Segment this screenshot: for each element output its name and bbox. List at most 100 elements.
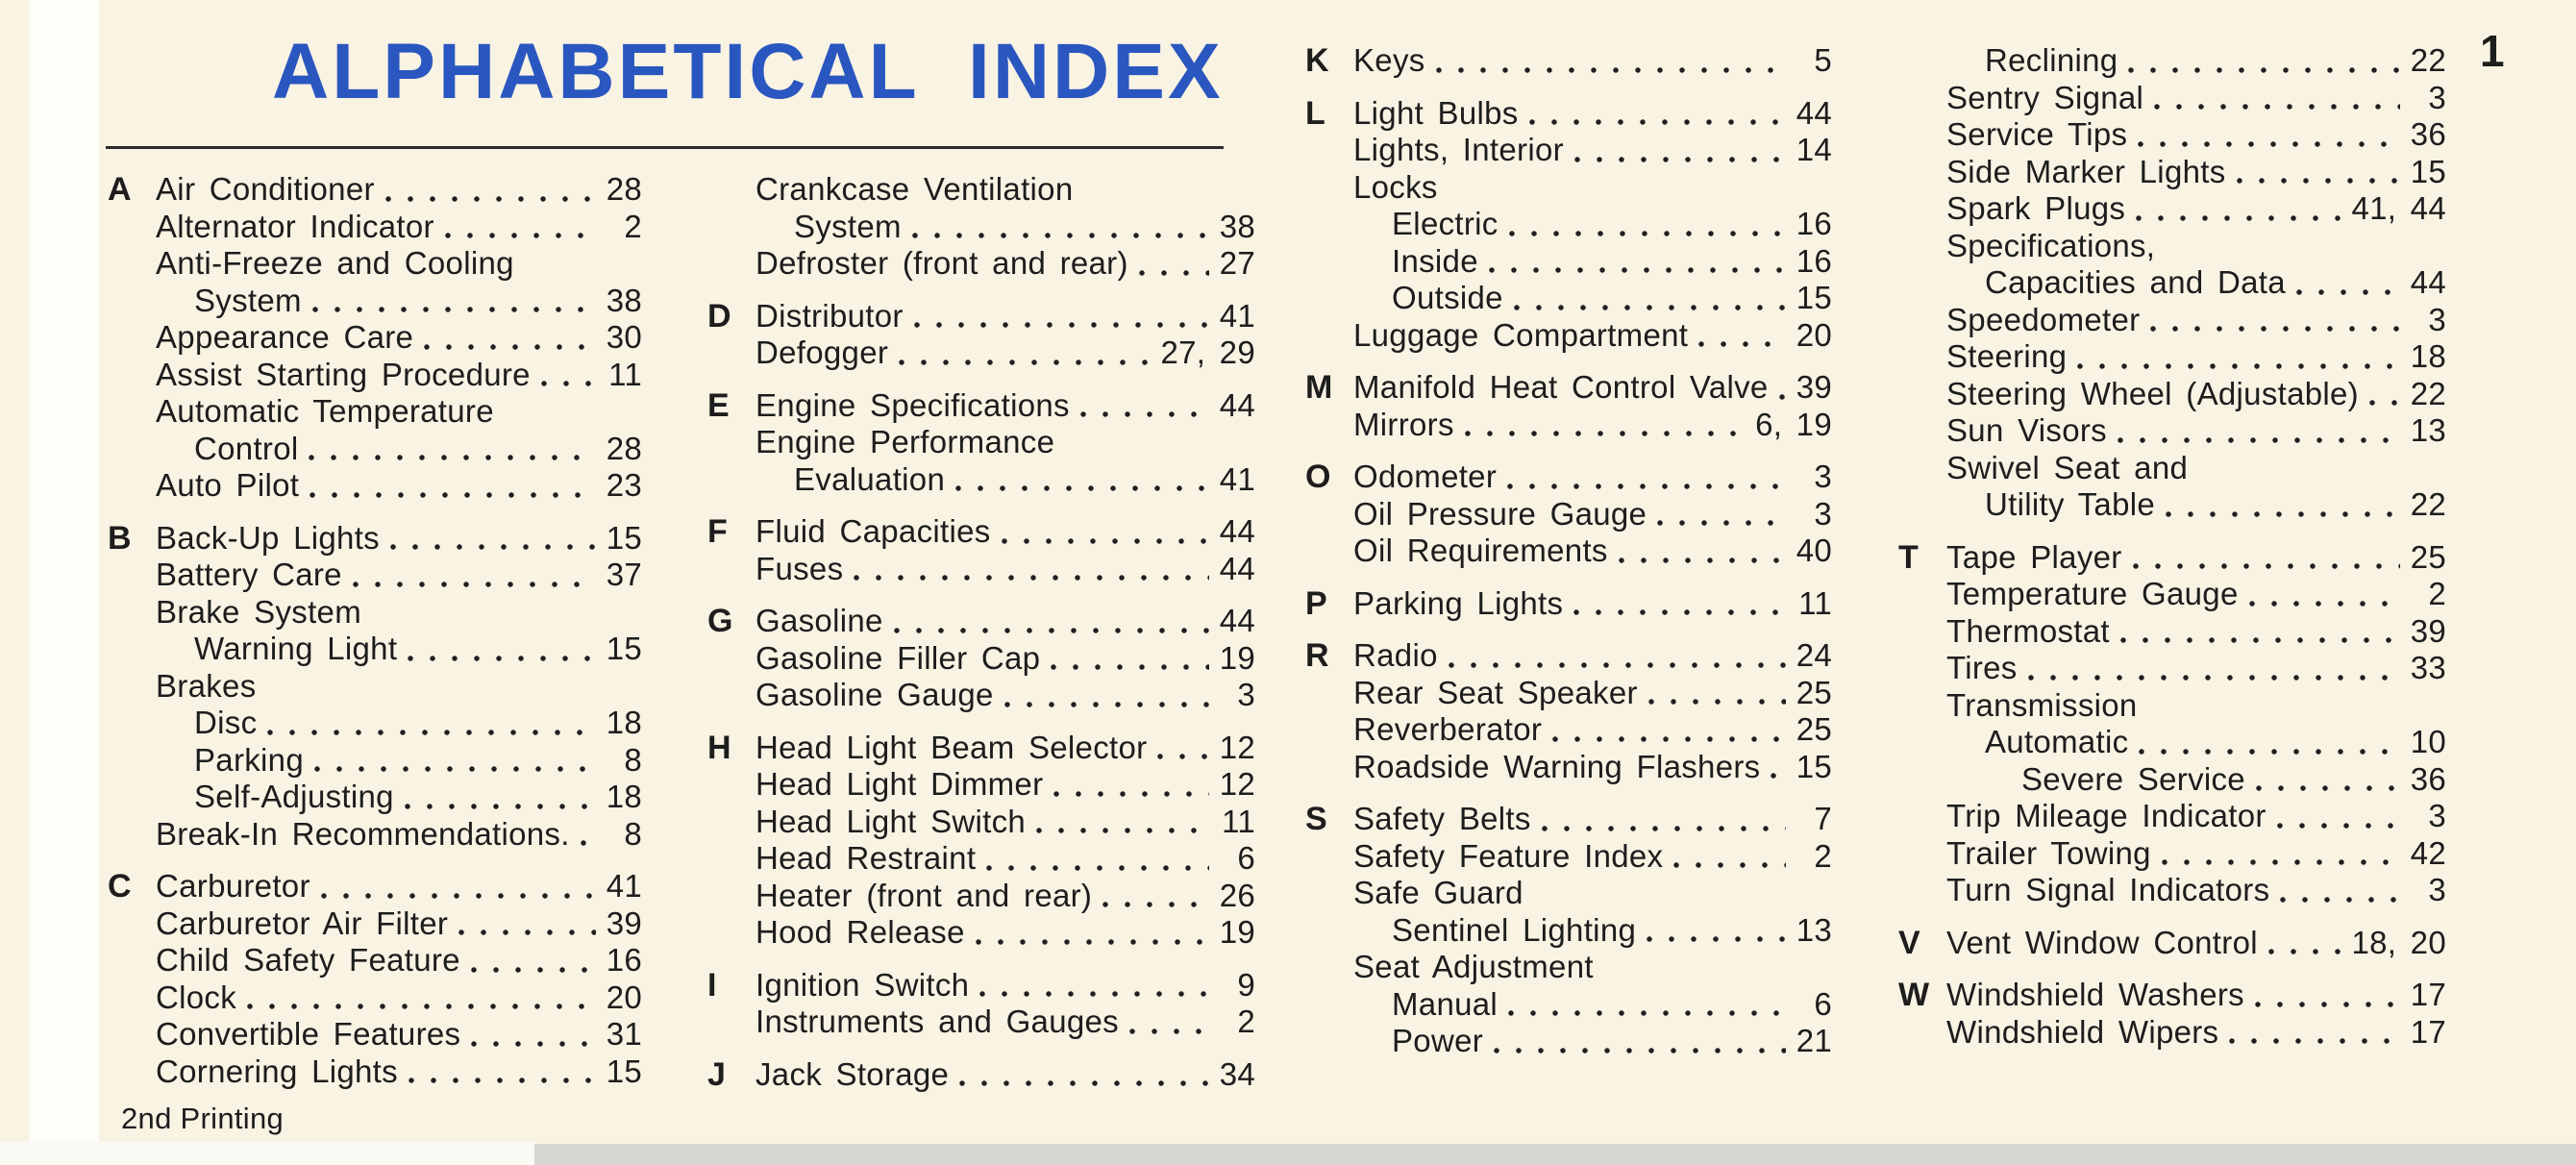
entry-page-number: 3 [1814, 459, 1832, 494]
dot-leader [423, 342, 596, 351]
dot-leader [2127, 65, 2400, 74]
entry-page-number: 36 [2410, 760, 2446, 797]
entry-title: Windshield Washers [1946, 977, 2244, 1012]
entry-title: Spark Plugs [1946, 190, 2126, 226]
index-entry: Outside 15 [1305, 280, 1832, 317]
section-letter: M [1305, 369, 1333, 406]
dot-leader [978, 990, 1209, 998]
entry-title: Engine Specifications [755, 386, 1070, 423]
index-entry: Appearance Care 30 [108, 319, 642, 357]
dot-leader [2116, 435, 2400, 444]
entry-title: Crankcase Ventilation [755, 171, 1074, 207]
dot-leader [1003, 700, 1209, 708]
entry-page-number: 23 [606, 467, 642, 503]
dot-leader [1551, 734, 1786, 743]
page-title: ALPHABETICAL INDEX [272, 28, 1224, 115]
index-entry: Break-In Recommendations. 8 [108, 816, 642, 854]
entry-page-number: 28 [606, 171, 642, 207]
entry-page-number: 22 [2410, 42, 2446, 78]
index-entry: Fluid Capacities 44 [707, 513, 1255, 551]
index-group: K Keys 5 [1305, 42, 1832, 80]
entry-page-number: 18 [606, 779, 642, 814]
entry-page-number: 27 [1219, 245, 1255, 281]
index-entry: Auto Pilot 23 [108, 467, 642, 505]
index-entry: Temperature Gauge 2 [1898, 576, 2446, 613]
entry-title: Fluid Capacities [755, 513, 991, 549]
index-entry: Light Bulbs 44 [1305, 95, 1832, 133]
entry-page-number: 38 [606, 282, 642, 318]
dot-leader [954, 484, 1209, 492]
entry-title: Transmission [1946, 686, 2138, 723]
dot-leader [985, 863, 1209, 872]
entry-title: Cornering Lights [156, 1053, 398, 1089]
entry-title: Alternator Indicator [156, 208, 434, 244]
section-letter: F [707, 513, 728, 550]
dot-leader [2254, 784, 2400, 792]
index-entry: Tires 33 [1898, 650, 2446, 687]
dot-leader [407, 654, 596, 662]
index-column-1: A Air Conditioner 28 Alternator Indicator 2 A… [108, 171, 642, 1090]
index-group: Crankcase Ventilation System 38 Defroster (… [707, 171, 1255, 283]
dot-leader [539, 380, 596, 387]
index-entry: Automatic 10 [1898, 724, 2446, 761]
dot-leader [1777, 392, 1786, 401]
entry-title: Evaluation [794, 460, 946, 497]
dot-leader [974, 937, 1209, 946]
entry-page-number: 15 [2410, 153, 2446, 189]
entry-title: Trip Mileage Indicator [1946, 798, 2266, 833]
index-entry: Oil Requirements 40 [1305, 533, 1832, 570]
dot-leader [1656, 519, 1786, 527]
entry-title: Gasoline [755, 603, 883, 638]
dot-leader [308, 454, 596, 461]
dot-leader [1512, 303, 1786, 311]
index-group: Reclining 22 Sentry Signal 3 Service Tips 36 S… [1898, 42, 2446, 524]
entry-title: Steering [1946, 338, 2068, 374]
entry-title: Radio [1353, 637, 1438, 673]
index-group: D Distributor 41 Defogger 27, 29 [707, 298, 1255, 372]
section-letter: A [108, 171, 132, 208]
section-letter: K [1305, 42, 1329, 79]
index-entry: Reclining 22 [1898, 42, 2446, 80]
index-entry: Power 21 [1305, 1023, 1832, 1060]
dot-leader [2279, 895, 2400, 904]
dot-leader [1573, 608, 1786, 616]
entry-title: Tape Player [1946, 538, 2122, 575]
index-entry: Odometer 3 [1305, 459, 1832, 496]
entry-page-number: 18 [2410, 338, 2446, 374]
index-entry: Alternator Indicator 2 [108, 209, 642, 246]
section-letter: L [1305, 94, 1325, 132]
entry-title: Roadside Warning Flashers [1353, 748, 1761, 784]
entry-page-number: 12 [1219, 729, 1255, 765]
entry-page-number: 25 [2410, 538, 2446, 575]
index-group: V Vent Window Control 18, 20 [1898, 925, 2446, 962]
entry-title: Brakes [156, 667, 257, 704]
entry-page-number: 6 [1814, 985, 1832, 1022]
dot-leader [1617, 556, 1786, 564]
dot-leader [2135, 213, 2344, 222]
dot-leader [2247, 599, 2400, 607]
entry-page-number: 27, 29 [1160, 335, 1255, 370]
index-entry: Defroster (front and rear) 27 [707, 245, 1255, 283]
entry-page-number: 39 [1796, 369, 1832, 405]
entry-title: Sentry Signal [1946, 79, 2144, 115]
entry-page-number: 22 [2410, 486, 2446, 522]
index-group: B Back-Up Lights 15 Battery Care 37 Brake Sys… [108, 520, 642, 854]
index-entry: Control 28 [108, 431, 642, 468]
index-entry: Service Tips 36 [1898, 116, 2446, 154]
entry-title: Convertible Features [156, 1016, 461, 1052]
dot-leader [319, 891, 596, 900]
index-entry: Back-Up Lights 15 [108, 520, 642, 558]
dot-leader [2118, 636, 2400, 644]
index-group: E Engine Specifications 44 Engine Performan… [707, 387, 1255, 499]
index-entry: Utility Table 22 [1898, 486, 2446, 524]
entry-title: System [194, 282, 302, 318]
entry-title: Back-Up Lights [156, 519, 380, 556]
entry-title: Air Conditioner [156, 171, 375, 207]
entry-page-number: 21 [1796, 1023, 1832, 1058]
entry-title: Fuses [755, 550, 844, 586]
index-entry: Ignition Switch 9 [707, 967, 1255, 1004]
index-group: C Carburetor 41 Carburetor Air Filter 39 Chil… [108, 868, 642, 1090]
entry-title: Brake System [156, 593, 361, 630]
entry-title: Reclining [1985, 42, 2118, 78]
index-entry: Transmission [1898, 687, 2446, 725]
